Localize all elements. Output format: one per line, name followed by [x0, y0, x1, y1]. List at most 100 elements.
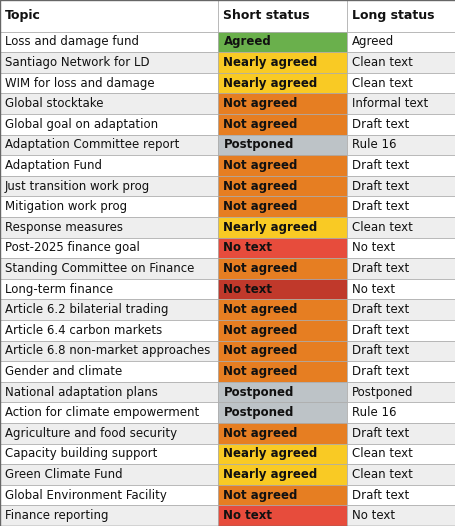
- Text: Clean text: Clean text: [351, 77, 411, 89]
- Text: Loss and damage fund: Loss and damage fund: [5, 35, 138, 48]
- Text: Clean text: Clean text: [351, 221, 411, 234]
- Bar: [0, 320, 217, 341]
- Bar: [217, 402, 346, 423]
- Text: Long status: Long status: [351, 9, 433, 22]
- Bar: [346, 176, 455, 196]
- Bar: [217, 196, 346, 217]
- Text: No text: No text: [351, 241, 394, 255]
- Bar: [346, 505, 455, 526]
- Text: Rule 16: Rule 16: [351, 138, 395, 151]
- Bar: [346, 155, 455, 176]
- Text: Adaptation Committee report: Adaptation Committee report: [5, 138, 178, 151]
- Text: Topic: Topic: [5, 9, 40, 22]
- Text: Response measures: Response measures: [5, 221, 122, 234]
- Bar: [0, 505, 217, 526]
- Text: Global goal on adaptation: Global goal on adaptation: [5, 118, 157, 131]
- Bar: [0, 485, 217, 505]
- Bar: [346, 238, 455, 258]
- Bar: [0, 176, 217, 196]
- Bar: [0, 299, 217, 320]
- Bar: [217, 485, 346, 505]
- Bar: [0, 73, 217, 94]
- Text: No text: No text: [223, 241, 272, 255]
- Text: Standing Committee on Finance: Standing Committee on Finance: [5, 262, 193, 275]
- Bar: [0, 258, 217, 279]
- Text: Finance reporting: Finance reporting: [5, 509, 108, 522]
- Text: Draft text: Draft text: [351, 303, 408, 316]
- Bar: [346, 341, 455, 361]
- Bar: [217, 423, 346, 443]
- Bar: [346, 320, 455, 341]
- Bar: [217, 299, 346, 320]
- Text: Agriculture and food security: Agriculture and food security: [5, 427, 176, 440]
- Text: Green Climate Fund: Green Climate Fund: [5, 468, 122, 481]
- Text: Not agreed: Not agreed: [223, 200, 297, 213]
- Bar: [346, 0, 455, 32]
- Bar: [217, 217, 346, 238]
- Bar: [346, 73, 455, 94]
- Text: Draft text: Draft text: [351, 118, 408, 131]
- Bar: [0, 464, 217, 485]
- Text: Capacity building support: Capacity building support: [5, 448, 157, 460]
- Text: Not agreed: Not agreed: [223, 118, 297, 131]
- Bar: [0, 443, 217, 464]
- Bar: [346, 464, 455, 485]
- Text: Draft text: Draft text: [351, 159, 408, 172]
- Text: Draft text: Draft text: [351, 179, 408, 193]
- Bar: [217, 258, 346, 279]
- Bar: [0, 238, 217, 258]
- Bar: [217, 114, 346, 135]
- Bar: [217, 73, 346, 94]
- Bar: [217, 382, 346, 402]
- Bar: [0, 135, 217, 155]
- Text: Postponed: Postponed: [223, 406, 293, 419]
- Text: Postponed: Postponed: [351, 386, 412, 399]
- Text: Mitigation work prog: Mitigation work prog: [5, 200, 126, 213]
- Text: Draft text: Draft text: [351, 345, 408, 357]
- Bar: [346, 32, 455, 52]
- Text: Agreed: Agreed: [223, 35, 271, 48]
- Bar: [217, 52, 346, 73]
- Text: Not agreed: Not agreed: [223, 97, 297, 110]
- Bar: [217, 135, 346, 155]
- Bar: [217, 238, 346, 258]
- Text: Not agreed: Not agreed: [223, 324, 297, 337]
- Text: Not agreed: Not agreed: [223, 303, 297, 316]
- Bar: [217, 32, 346, 52]
- Bar: [0, 361, 217, 382]
- Text: Article 6.8 non-market approaches: Article 6.8 non-market approaches: [5, 345, 209, 357]
- Text: Not agreed: Not agreed: [223, 179, 297, 193]
- Bar: [346, 217, 455, 238]
- Text: Nearly agreed: Nearly agreed: [223, 77, 317, 89]
- Bar: [346, 135, 455, 155]
- Bar: [217, 505, 346, 526]
- Text: WIM for loss and damage: WIM for loss and damage: [5, 77, 154, 89]
- Bar: [217, 320, 346, 341]
- Text: No text: No text: [351, 509, 394, 522]
- Bar: [0, 217, 217, 238]
- Text: Agreed: Agreed: [351, 35, 393, 48]
- Bar: [346, 114, 455, 135]
- Text: Short status: Short status: [222, 9, 308, 22]
- Bar: [0, 52, 217, 73]
- Text: Clean text: Clean text: [351, 56, 411, 69]
- Text: Draft text: Draft text: [351, 262, 408, 275]
- Bar: [217, 361, 346, 382]
- Bar: [0, 382, 217, 402]
- Text: No text: No text: [351, 282, 394, 296]
- Bar: [217, 464, 346, 485]
- Bar: [0, 94, 217, 114]
- Text: Article 6.2 bilaterial trading: Article 6.2 bilaterial trading: [5, 303, 168, 316]
- Bar: [217, 0, 346, 32]
- Bar: [346, 258, 455, 279]
- Text: Rule 16: Rule 16: [351, 406, 395, 419]
- Bar: [0, 196, 217, 217]
- Bar: [217, 176, 346, 196]
- Text: Gender and climate: Gender and climate: [5, 365, 121, 378]
- Bar: [346, 361, 455, 382]
- Text: Long-term finance: Long-term finance: [5, 282, 112, 296]
- Text: Not agreed: Not agreed: [223, 427, 297, 440]
- Bar: [346, 443, 455, 464]
- Bar: [346, 94, 455, 114]
- Text: Not agreed: Not agreed: [223, 159, 297, 172]
